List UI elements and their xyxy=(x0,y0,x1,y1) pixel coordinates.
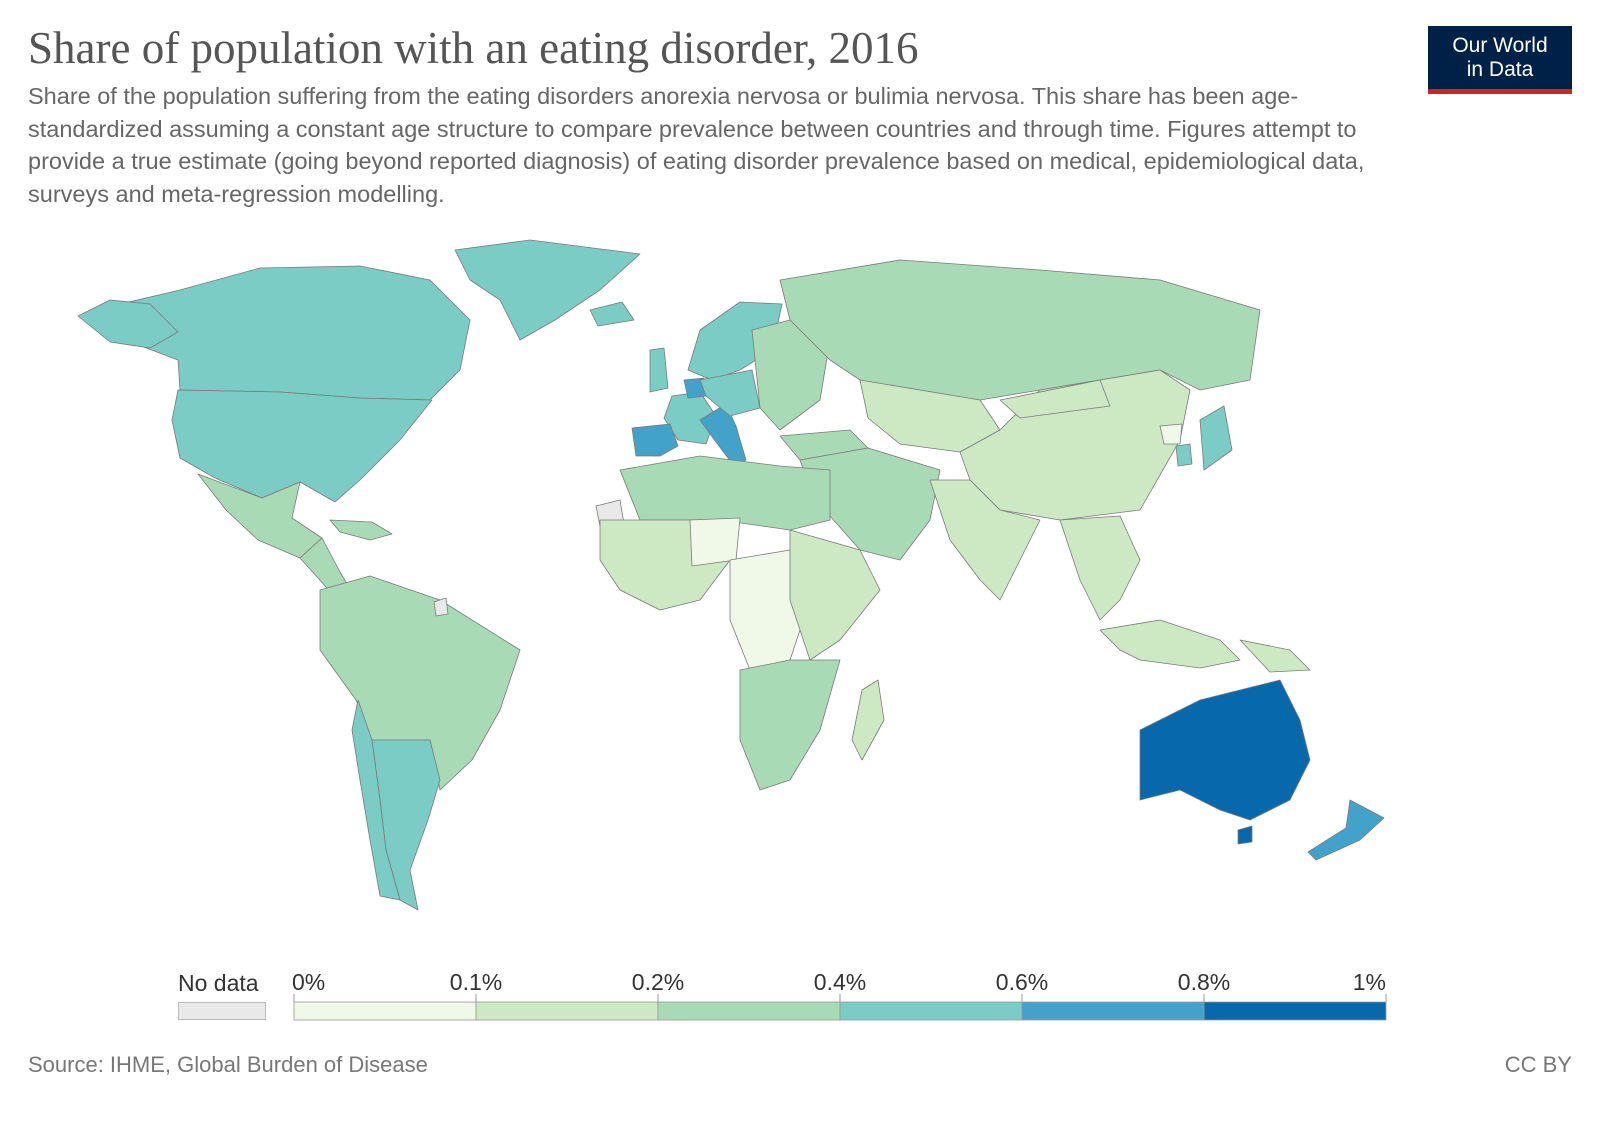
country-east-africa[interactable]: East Africa xyxy=(789,529,881,661)
country-south-america[interactable]: South America xyxy=(319,575,521,791)
legend-bin-3[interactable] xyxy=(839,1001,1023,1021)
country-russia[interactable]: Russia xyxy=(779,259,1261,401)
legend-tick-label-3: 0.4% xyxy=(814,969,866,995)
legend-tick-label-5: 0.8% xyxy=(1178,969,1230,995)
legend-tick-label-2: 0.2% xyxy=(632,969,684,995)
country-central-europe[interactable]: Central Europe xyxy=(699,369,761,417)
country-greenland[interactable]: Greenland xyxy=(454,239,641,341)
legend-tick-label-6: 1% xyxy=(1353,969,1386,995)
chart-title: Share of population with an eating disor… xyxy=(28,23,919,73)
source-note[interactable]: Source: IHME, Global Burden of Disease xyxy=(28,1052,428,1077)
chart-subtitle: Share of the population suffering from t… xyxy=(28,83,1365,207)
owid-logo[interactable]: Our World in Data xyxy=(1428,26,1572,94)
country-spain[interactable]: Spain xyxy=(631,423,679,457)
legend-no-data-swatch[interactable] xyxy=(178,1002,266,1020)
legend-tick-label-4: 0.6% xyxy=(996,969,1048,995)
country-new-zealand[interactable]: New Zealand xyxy=(1307,799,1385,861)
country-mongolia[interactable]: Mongolia xyxy=(999,379,1111,419)
country-iceland[interactable]: Iceland xyxy=(589,301,635,327)
legend-bin-0[interactable] xyxy=(293,1001,477,1021)
legend-bin-1[interactable] xyxy=(475,1001,659,1021)
country-indonesia[interactable]: Indonesia xyxy=(1099,619,1241,669)
country-papua-new-guinea[interactable]: Papua New Guinea xyxy=(1239,639,1311,673)
country-alaska[interactable]: Alaska xyxy=(77,299,179,349)
country-madagascar[interactable]: Madagascar xyxy=(851,679,885,761)
license-link[interactable]: CC BY xyxy=(1504,1052,1572,1077)
legend-bin-5[interactable] xyxy=(1203,1001,1387,1021)
legend-no-data-label: No data xyxy=(178,970,259,996)
legend-bin-2[interactable] xyxy=(657,1001,841,1021)
country-united-kingdom[interactable]: United Kingdom xyxy=(649,347,669,393)
country-french-guiana[interactable]: French Guiana xyxy=(433,597,449,617)
country-south-korea[interactable]: South Korea xyxy=(1175,443,1193,467)
country-sahel[interactable]: Sahel xyxy=(689,517,741,567)
country-tasmania[interactable]: Tasmania xyxy=(1237,825,1253,845)
country-japan[interactable]: Japan xyxy=(1199,405,1233,471)
country-caribbean[interactable]: Caribbean xyxy=(329,519,393,541)
country-australia[interactable]: Australia xyxy=(1139,679,1311,821)
country-south-asia[interactable]: South Asia xyxy=(929,479,1041,601)
world-map[interactable]: CanadaUnited StatesGreenlandAlaskaMexico… xyxy=(0,220,1600,940)
country-united-states[interactable]: United States xyxy=(171,389,433,503)
legend-tick-label-0: 0% xyxy=(292,969,325,995)
legend-bin-4[interactable] xyxy=(1021,1001,1205,1021)
country-chile[interactable]: Chile xyxy=(351,699,401,901)
country-southern-africa[interactable]: Southern Africa xyxy=(739,659,841,791)
legend-color-scale[interactable]: 0% 0.1% 0.2% 0.4% 0.6% 0.8% 1% xyxy=(290,960,1430,1030)
logo-line-1: Our World xyxy=(1452,34,1548,57)
country-north-korea[interactable]: North Korea xyxy=(1159,423,1183,445)
legend-tick-label-1: 0.1% xyxy=(450,969,502,995)
logo-line-2: in Data xyxy=(1466,58,1534,81)
country-southeast-asia[interactable]: Southeast Asia xyxy=(1059,515,1141,621)
